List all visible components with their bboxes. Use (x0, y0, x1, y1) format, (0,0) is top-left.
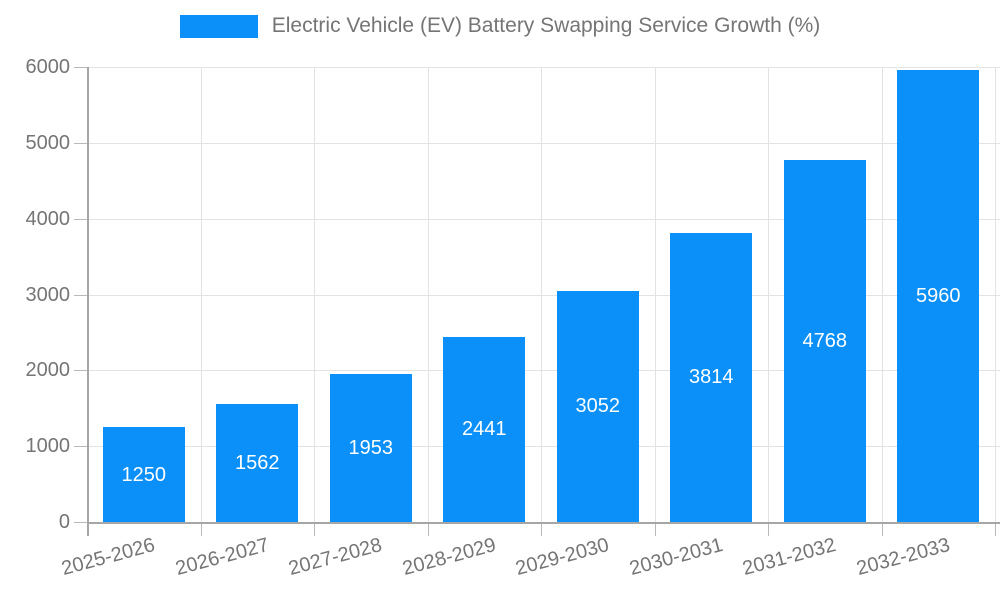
bar-value-label: 5960 (916, 285, 961, 308)
x-axis-line (87, 522, 1000, 524)
gridline-vertical (541, 67, 542, 522)
gridline-horizontal (87, 294, 1000, 296)
x-axis-tick (541, 522, 542, 536)
x-axis-tick-label: 2026-2027 (172, 534, 271, 581)
bar (670, 232, 753, 522)
bar-value-label: 3814 (689, 366, 734, 389)
bar-value-label: 4768 (802, 330, 848, 353)
y-axis-tick (74, 522, 87, 523)
gridline-vertical (768, 67, 769, 522)
x-axis-tick-label: 2028-2029 (399, 534, 498, 581)
gridline-vertical (314, 67, 315, 522)
y-axis-tick (74, 446, 87, 448)
x-axis-tick-label: 2030-2031 (626, 534, 725, 581)
x-axis-tick-label: 2031-2032 (740, 534, 839, 581)
x-axis-tick-label: 2029-2030 (513, 534, 612, 581)
bar-value-label: 1953 (348, 436, 394, 459)
bar (897, 70, 980, 522)
y-axis-tick (74, 218, 87, 220)
gridline-vertical (200, 67, 202, 522)
gridline-horizontal (87, 446, 1000, 448)
x-axis-tick (654, 522, 656, 536)
y-axis-tick (74, 67, 87, 68)
bar-value-label: 1250 (121, 463, 167, 486)
legend-label: Electric Vehicle (EV) Battery Swapping S… (271, 14, 821, 37)
y-axis-tick-label: 1000 (25, 435, 71, 458)
bar (216, 403, 299, 522)
x-axis-tick-label: 2025-2026 (59, 534, 158, 581)
y-axis-line (87, 67, 89, 536)
legend-swatch (179, 14, 258, 38)
y-axis-tick-label: 3000 (25, 283, 71, 306)
y-axis-tick (74, 294, 87, 296)
bar-value-label: 2441 (462, 418, 507, 441)
x-axis-tick (314, 522, 315, 536)
gridline-horizontal (87, 67, 1000, 68)
gridline-vertical (995, 67, 996, 522)
gridline-horizontal (87, 142, 1000, 144)
y-axis-tick (74, 142, 87, 144)
bar-value-label: 1562 (235, 451, 280, 474)
gridline-vertical (654, 67, 656, 522)
gridline-horizontal (87, 370, 1000, 372)
y-axis-tick-label: 0 (58, 511, 70, 533)
x-axis-tick-label: 2027-2028 (286, 534, 385, 581)
x-axis-tick (427, 522, 429, 536)
y-axis-tick-label: 6000 (25, 56, 71, 78)
bar (329, 373, 412, 522)
y-axis-tick-label: 2000 (25, 359, 71, 382)
bar (443, 336, 526, 522)
y-axis-tick (74, 370, 87, 372)
x-axis-tick (200, 522, 202, 536)
x-axis-tick (768, 522, 769, 536)
x-axis-tick-label: 2032-2033 (853, 534, 952, 581)
bar (783, 160, 866, 522)
y-axis-tick-label: 4000 (25, 207, 71, 230)
bar (102, 427, 185, 522)
gridline-vertical (427, 67, 429, 522)
x-axis-tick (881, 522, 883, 536)
x-axis-tick (995, 522, 996, 536)
gridline-horizontal (87, 218, 1000, 220)
y-axis-tick-label: 5000 (25, 131, 71, 154)
legend[interactable]: Electric Vehicle (EV) Battery Swapping S… (0, 14, 1000, 38)
bar (556, 290, 639, 522)
bar-value-label: 3052 (575, 395, 621, 418)
gridline-vertical (881, 67, 883, 522)
